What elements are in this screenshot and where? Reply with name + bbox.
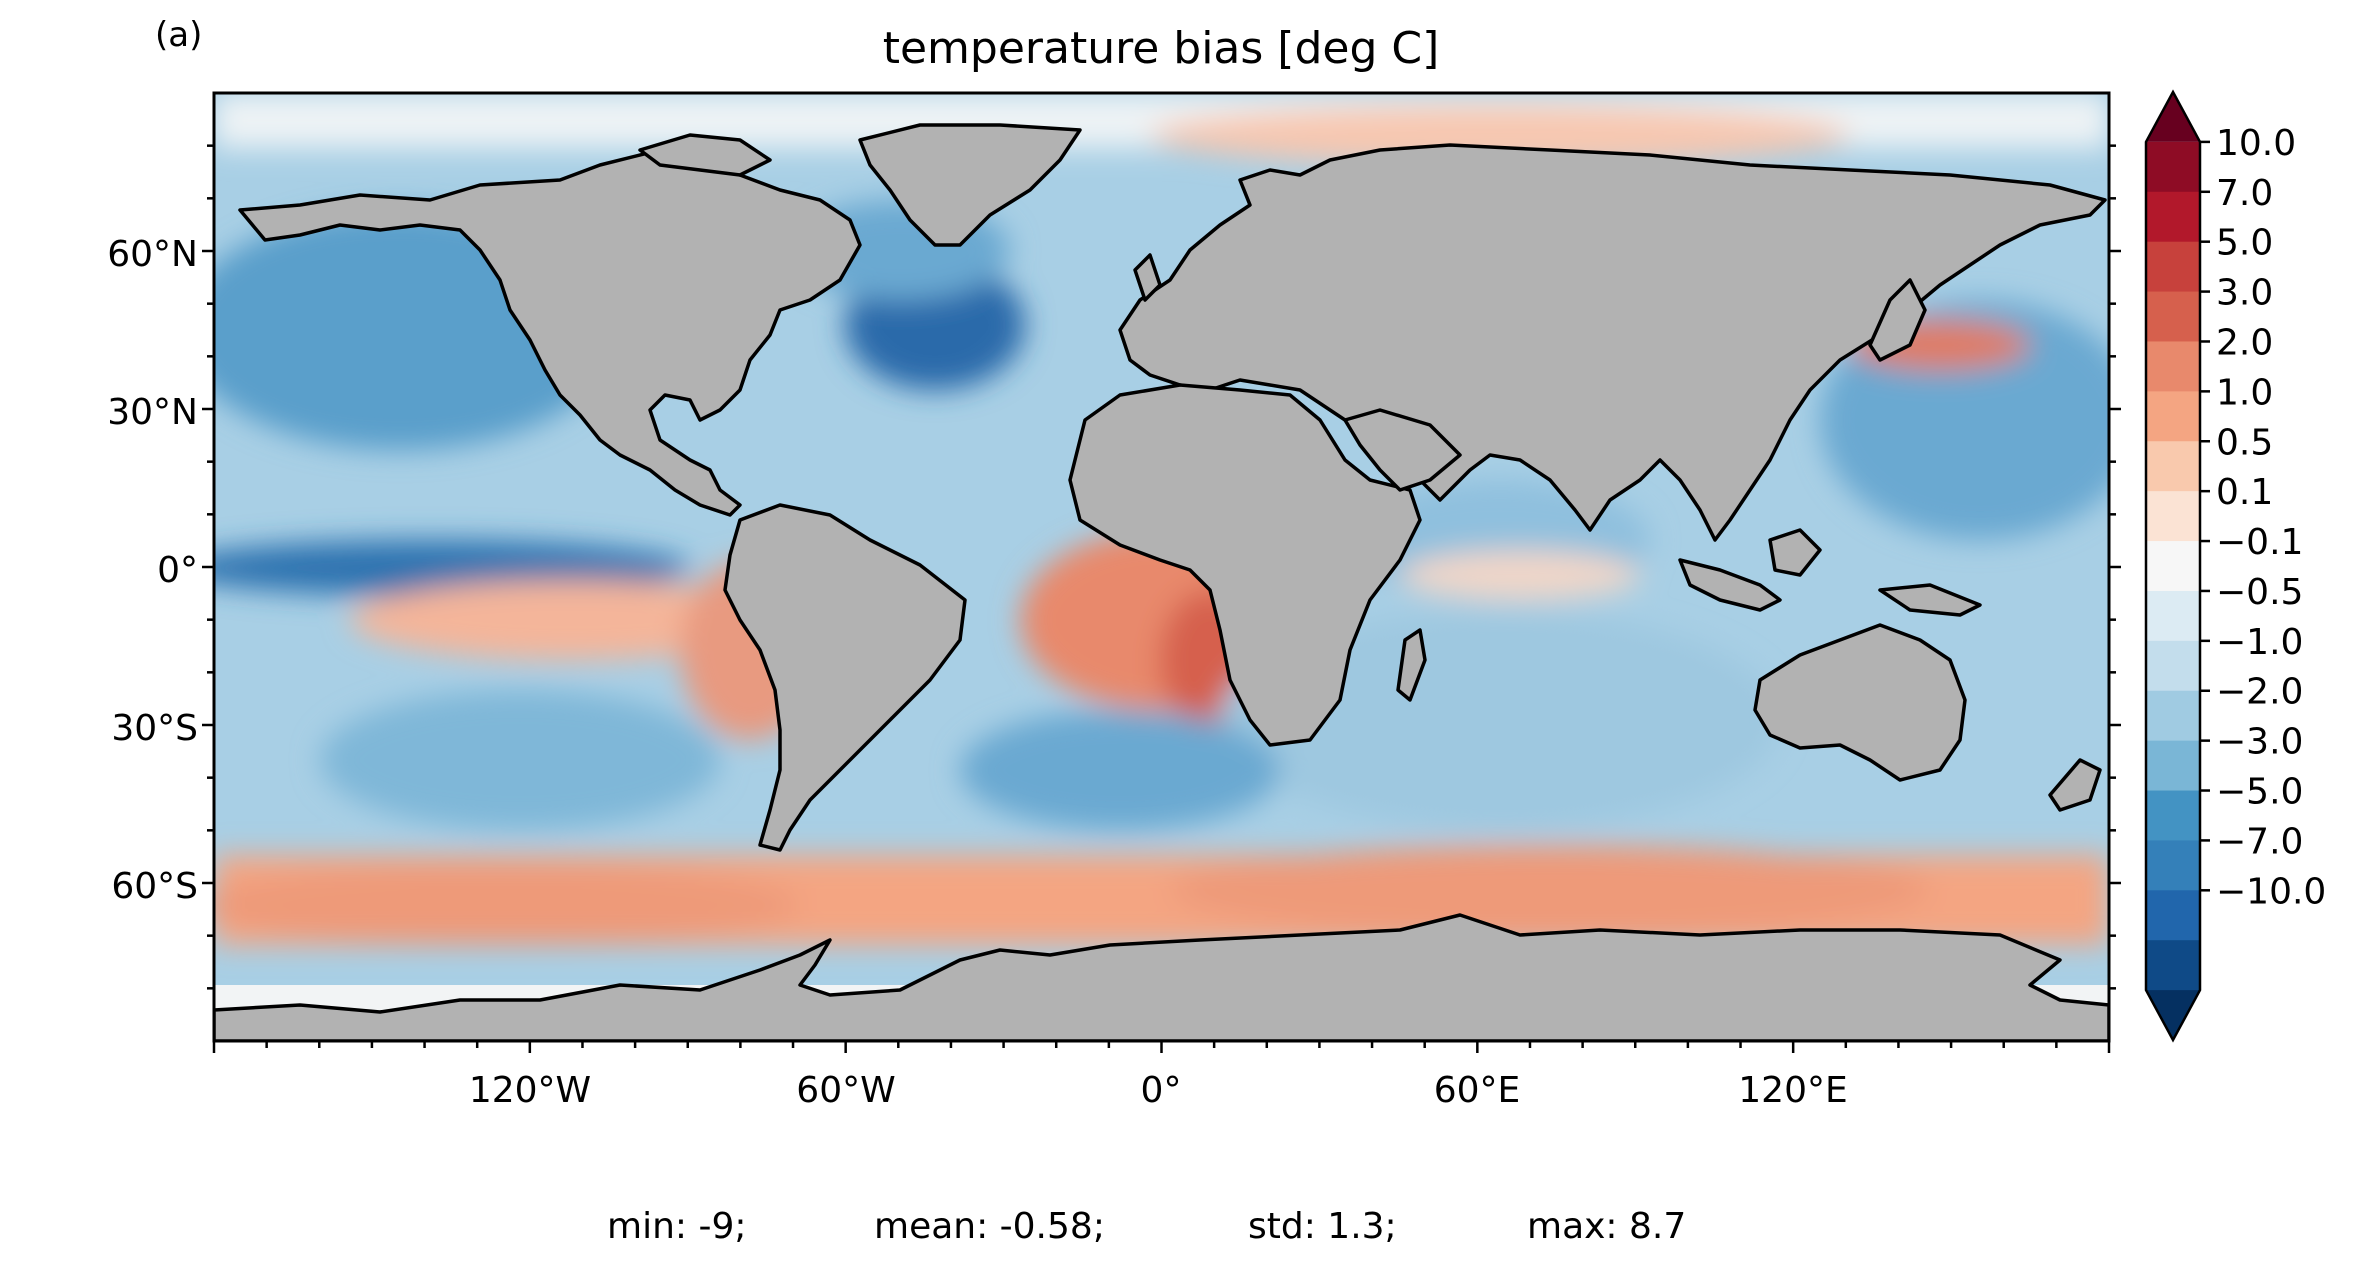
bias-patch-south-indian [1220,610,1780,830]
colorbar-tick-label: 2.0 [2216,322,2273,363]
lat-tick-label: 30°S [111,708,198,749]
colorbar-segment [2146,840,2200,891]
colorbar-tick-label: 0.1 [2216,472,2273,513]
bias-patch-south-pacific [320,690,720,830]
lat-tick-label: 0° [157,550,198,591]
colorbar-segment [2146,541,2200,592]
colorbar-segment [2146,241,2200,293]
colorbar-tick-label: −3.0 [2216,722,2303,763]
colorbar-tick-label: 3.0 [2216,273,2273,314]
bias-patch-arctic-warm [1150,105,1850,165]
land-antarctica [214,913,2109,1041]
land-uk [1133,253,1162,302]
stat-mean: mean: -0.58; [874,1206,1105,1247]
colorbar-segment [2146,291,2200,342]
lon-tick-label: 60°W [796,1070,895,1111]
lat-tick-label: 60°S [111,866,198,907]
colorbar-tick-label: −2.0 [2216,672,2303,713]
stat-min: min: -9; [607,1206,746,1247]
colorbar-tick-label: 7.0 [2216,173,2273,214]
land-japan [1868,278,1927,362]
stat-max: max: 8.7 [1527,1206,1686,1247]
colorbar-segment [2146,441,2200,492]
lon-tick-label: 60°E [1434,1070,1521,1111]
colorbar-tick-label: 0.5 [2216,422,2273,463]
colorbar-extend-min [2146,990,2200,1040]
map-title: temperature bias [deg C] [883,23,1440,74]
colorbar-tick-label: −7.0 [2216,821,2303,862]
bias-patch-warm-east-pacific [350,580,790,660]
colorbar-tick-label: −10.0 [2216,871,2326,912]
colorbar-labels: 10.0 7.0 5.0 3.0 2.0 1.0 0.5 0.1 −0.1 −0.5 −1.0 −2.… [2200,123,2326,912]
colorbar-segment [2146,940,2200,991]
colorbar-extend-max [2146,92,2200,142]
colorbar-segment [2146,191,2200,243]
colorbar-segment [2146,590,2200,642]
land-new-guinea [1878,583,1982,617]
colorbar-segment [2146,640,2200,692]
bias-patch-southern-ocean-east [1170,845,1930,935]
lat-tick-label: 60°N [107,234,198,275]
land-masses [214,123,2109,1041]
land-borneo [1768,528,1822,577]
colorbar-tick-label: −5.0 [2216,772,2303,813]
colorbar [2144,89,2202,1043]
colorbar-tick-label: −0.1 [2216,522,2303,563]
colorbar-segment [2146,790,2200,841]
colorbar-tick-label: −0.5 [2216,572,2303,613]
colorbar-tick-label: 5.0 [2216,223,2273,264]
colorbar-segment [2146,740,2200,792]
lon-tick-label: 0° [1141,1070,1182,1111]
lat-tick-label: 30°N [107,392,198,433]
land-arabia [1343,408,1462,492]
stats-line: min: -9; mean: -0.58; std: 1.3; max: 8.7 [607,1206,1686,1247]
longitude-labels: 120°W 60°W 0° 60°E 120°E [469,1070,1848,1111]
panel-label: (a) [155,15,202,55]
land-new-zealand [2048,758,2102,812]
land-australia [1753,623,1967,782]
colorbar-segment [2146,341,2200,392]
land-indonesia [1678,558,1782,612]
lon-tick-label: 120°E [1738,1070,1847,1111]
bias-patch-southern-ocean-west [214,865,800,945]
land-africa [1068,383,1422,747]
colorbar-tick-label: 1.0 [2216,372,2273,413]
land-south-america [723,503,967,852]
land-greenland [858,123,1082,247]
bias-patch-indian-warm [1400,550,1640,600]
colorbar-segment [2146,491,2200,542]
lon-tick-label: 120°W [469,1070,591,1111]
land-madagascar [1396,628,1427,702]
colorbar-segment [2146,391,2200,442]
colorbar-segment [2146,141,2200,193]
bias-patch-south-atlantic [960,710,1280,830]
colorbar-segment [2146,890,2200,941]
axis-ticks [202,144,2121,1053]
colorbar-tick-label: 10.0 [2216,123,2296,164]
colorbar-segment [2146,690,2200,742]
colorbar-tick-label: −1.0 [2216,622,2303,663]
stat-std: std: 1.3; [1248,1206,1397,1247]
land-arctic-islands [638,133,772,177]
latitude-labels: 60°N 30°N 0° 30°S 60°S [107,234,198,907]
